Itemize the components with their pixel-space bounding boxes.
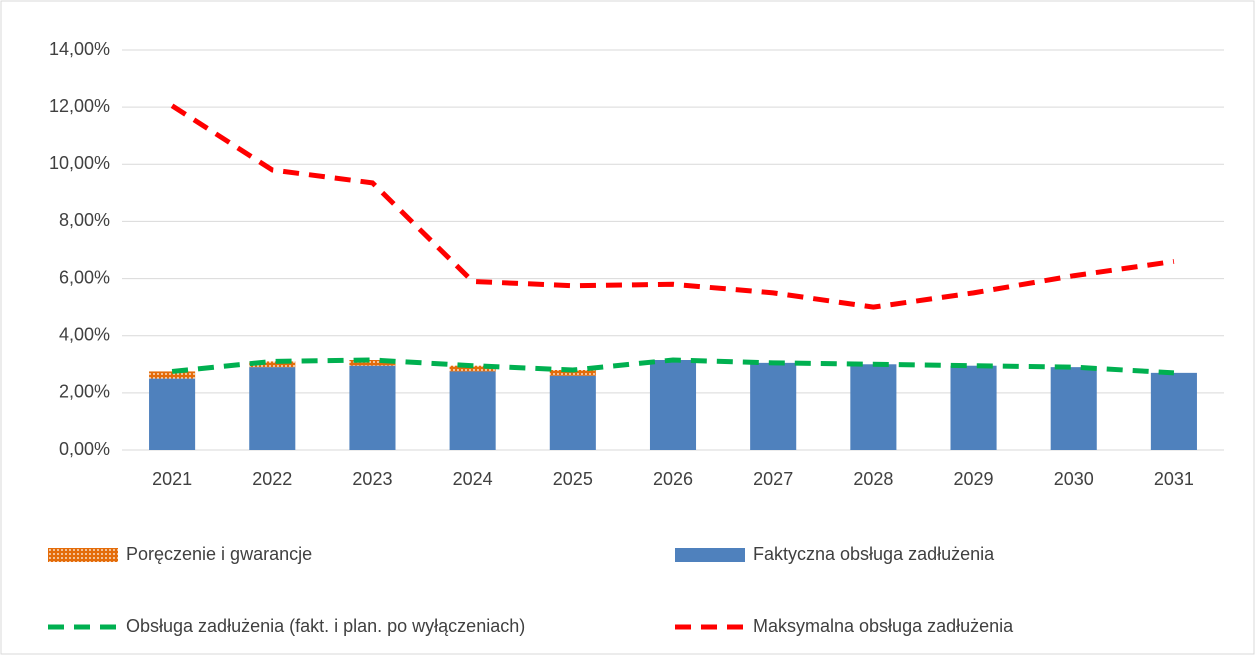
y-tick-label: 4,00% <box>59 324 110 344</box>
legend-label: Poręczenie i gwarancje <box>126 544 312 564</box>
x-tick-label: 2023 <box>352 469 392 489</box>
y-tick-label: 10,00% <box>49 153 110 173</box>
bar <box>549 375 596 450</box>
line <box>171 357 1175 376</box>
line <box>170 103 1175 310</box>
x-tick-label: 2029 <box>954 469 994 489</box>
bar <box>149 371 196 379</box>
y-tick-label: 14,00% <box>49 39 110 59</box>
bar <box>750 362 797 450</box>
bar <box>349 360 396 366</box>
y-tick-label: 6,00% <box>59 267 110 287</box>
bar <box>1050 367 1097 450</box>
y-tick-label: 2,00% <box>59 382 110 402</box>
bar <box>249 367 296 450</box>
x-tick-label: 2030 <box>1054 469 1094 489</box>
x-tick-label: 2031 <box>1154 469 1194 489</box>
legend-label: Maksymalna obsługa zadłużenia <box>753 616 1014 636</box>
bar <box>249 361 296 368</box>
x-tick-label: 2021 <box>152 469 192 489</box>
x-tick-label: 2028 <box>853 469 893 489</box>
bar <box>449 365 496 372</box>
bar <box>549 370 596 376</box>
y-tick-label: 8,00% <box>59 210 110 230</box>
bar <box>649 360 697 450</box>
legend-swatch <box>675 548 745 562</box>
x-tick-label: 2025 <box>553 469 593 489</box>
y-tick-label: 0,00% <box>59 439 110 459</box>
y-tick-label: 12,00% <box>49 96 110 116</box>
bar <box>1150 372 1197 450</box>
bar <box>149 378 196 450</box>
x-tick-label: 2022 <box>252 469 292 489</box>
legend-swatch <box>48 548 118 562</box>
bar <box>349 365 396 450</box>
bar <box>850 364 897 450</box>
x-tick-label: 2027 <box>753 469 793 489</box>
x-tick-label: 2024 <box>453 469 493 489</box>
bar <box>950 365 997 450</box>
legend-label: Faktyczna obsługa zadłużenia <box>753 544 995 564</box>
x-tick-label: 2026 <box>653 469 693 489</box>
bar <box>449 371 496 450</box>
legend-label: Obsługa zadłużenia (fakt. i plan. po wył… <box>126 616 525 636</box>
